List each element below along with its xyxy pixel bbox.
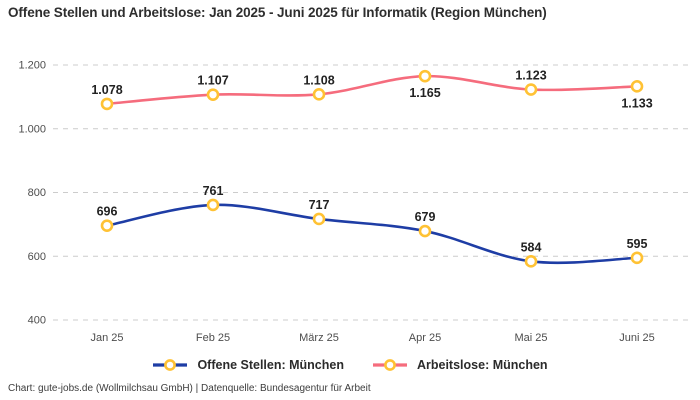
data-point-label: 1.133: [621, 96, 652, 110]
data-point-marker: [206, 198, 220, 212]
legend-circle-marker-icon: [384, 359, 396, 371]
legend-item-arbeitslose: Arbeitslose: München: [372, 358, 548, 372]
data-point-marker: [630, 251, 644, 265]
chart-footer-attribution: Chart: gute-jobs.de (Wollmilchsau GmbH) …: [8, 383, 371, 394]
data-point-marker: [630, 80, 644, 93]
data-point-label: 717: [309, 198, 330, 212]
legend-label: Offene Stellen: München: [197, 358, 344, 372]
series-line: [105, 203, 639, 265]
data-point-label: 761: [203, 184, 224, 198]
legend-item-offene-stellen: Offene Stellen: München: [152, 358, 344, 372]
y-axis-tick-label: 400: [28, 315, 46, 327]
data-point-label: 1.165: [409, 86, 440, 100]
x-axis-tick-label: Mai 25: [514, 332, 547, 344]
x-axis-tick-label: Juni 25: [619, 332, 654, 344]
series-line: [105, 74, 639, 106]
data-point-label: 1.078: [91, 83, 122, 97]
data-point-label: 595: [627, 237, 648, 251]
legend-circle-marker-icon: [164, 359, 177, 371]
y-axis-tick-label: 1.200: [18, 60, 46, 72]
data-point-marker: [524, 83, 538, 96]
data-point-label: 1.108: [303, 73, 334, 87]
data-point-label: 1.107: [197, 74, 228, 88]
x-axis-tick-label: Feb 25: [196, 332, 230, 344]
data-point-label: 1.123: [515, 69, 546, 83]
legend-marker-icon: [153, 359, 188, 371]
data-point-label: 584: [521, 240, 542, 254]
data-point-marker: [312, 88, 326, 101]
y-axis-tick-label: 800: [28, 187, 46, 199]
x-axis-tick-label: März 25: [299, 332, 339, 344]
data-point-marker: [100, 97, 114, 111]
data-point-label: 696: [97, 205, 118, 219]
y-axis-tick-label: 1.000: [18, 123, 46, 135]
chart-title: Offene Stellen und Arbeitslose: Jan 2025…: [8, 5, 547, 20]
x-axis-tick-label: Jan 25: [90, 332, 123, 344]
data-point-marker: [206, 88, 220, 101]
legend-marker-icon: [372, 359, 407, 371]
data-point-marker: [100, 219, 114, 232]
x-axis-tick-label: Apr 25: [409, 332, 441, 344]
y-axis-tick-label: 600: [28, 251, 46, 263]
data-point-marker: [312, 212, 326, 226]
data-point-marker: [418, 69, 432, 83]
data-point-marker: [524, 255, 538, 268]
legend-label: Arbeitslose: München: [416, 358, 548, 372]
data-point-label: 679: [415, 210, 436, 224]
chart-legend: Offene Stellen: München Arbeitslose: Münc…: [0, 358, 700, 372]
line-chart-plot-area: 400 600 800 1.000 1.200 Jan 25 Feb 25 März 25 Ap…: [18, 60, 690, 344]
data-point-marker: [418, 224, 432, 238]
